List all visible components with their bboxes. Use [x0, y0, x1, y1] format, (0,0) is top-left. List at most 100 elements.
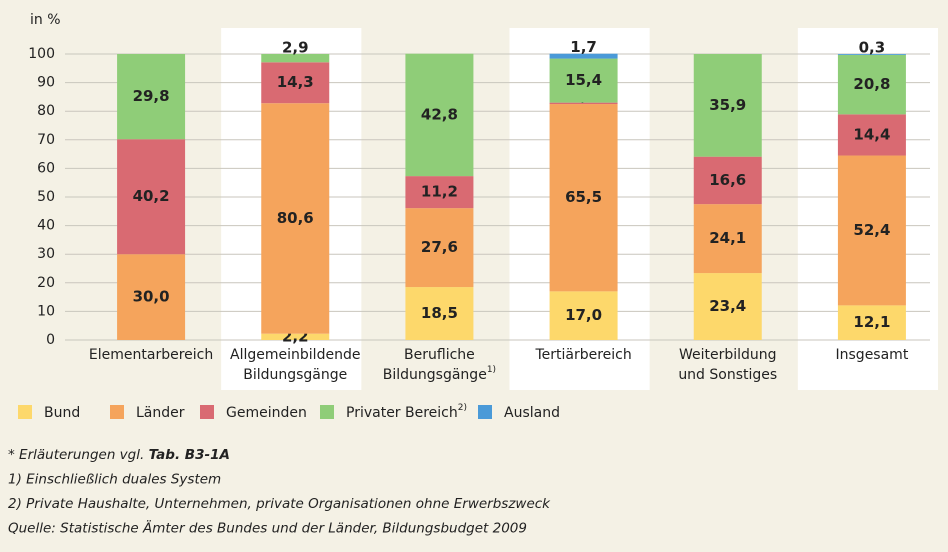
legend-note: 2) [458, 403, 467, 413]
bar-segment [837, 155, 906, 306]
footnote: Quelle: Statistische Ämter des Bundes un… [8, 519, 527, 537]
x-tick-label: Insgesamt [836, 347, 909, 363]
bar-segment [549, 291, 618, 340]
value-label: 12,1 [853, 313, 890, 331]
footnote-part: 2) Private Haushalte, Unternehmen, priva… [8, 496, 551, 512]
bar-segment [693, 273, 762, 340]
bar-segment [549, 58, 618, 103]
y-tick-label: 80 [37, 103, 55, 119]
footnote-part: 1) Einschließlich duales System [8, 472, 221, 488]
bar-segment [693, 204, 762, 274]
legend-label: Privater Bereich2) [346, 403, 467, 422]
bar-segment [837, 54, 906, 55]
value-label: 80,6 [277, 209, 314, 227]
x-tick-label: Allgemeinbildende Bildungsgänge [230, 347, 360, 383]
footnote: 1) Einschließlich duales System [8, 472, 221, 488]
value-label: 16,6 [709, 171, 746, 189]
y-tick-label: 40 [37, 218, 55, 234]
x-tick-label: Elementarbereich [89, 347, 213, 363]
y-tick-label: 90 [37, 75, 55, 91]
x-tick-label: Weiterbildung und Sonstiges [678, 347, 777, 383]
legend-swatch [478, 405, 492, 419]
x-tick-line: Bildungsgänge [243, 367, 347, 383]
bar-segment [405, 208, 474, 288]
legend-name: Privater Bereich [346, 405, 458, 421]
x-tick-label: Tertiärbereich [534, 347, 631, 363]
bar-segment [117, 54, 186, 140]
bar-segment [405, 53, 474, 177]
value-label: 27,6 [421, 238, 458, 256]
x-tick-line: Elementarbereich [89, 347, 213, 363]
bar-segment [117, 139, 186, 255]
x-tick-line: Allgemeinbildende [230, 347, 360, 363]
category-note: 1) [487, 365, 496, 375]
value-label: 2,9 [282, 39, 309, 57]
value-label: 18,5 [421, 304, 458, 322]
bar-segment [261, 333, 330, 340]
y-tick-label: 30 [37, 246, 55, 262]
legend-swatch [110, 405, 124, 419]
legend-swatch [18, 405, 32, 419]
value-label: 35,9 [709, 96, 746, 114]
value-label: 11,2 [421, 183, 458, 201]
x-tick-line: Berufliche [404, 347, 475, 363]
bar-segment [549, 104, 618, 292]
value-label: 40,2 [133, 187, 170, 205]
legend-name: Ausland [504, 405, 560, 421]
legend-label: Bund [44, 405, 80, 421]
bar-segment [405, 287, 474, 340]
legend-label: Gemeinden [226, 405, 307, 421]
bar-segment [117, 254, 186, 340]
value-label: 42,8 [421, 105, 458, 123]
bar-segment [261, 54, 330, 63]
value-label: 14,4 [853, 125, 890, 143]
value-label: 65,5 [565, 188, 602, 206]
x-tick-line: Bildungsgänge [383, 367, 487, 383]
legend-label: Länder [136, 405, 185, 421]
value-label: 29,8 [133, 87, 170, 105]
value-label: 15,4 [565, 71, 602, 89]
legend-name: Gemeinden [226, 405, 307, 421]
y-tick-label: 60 [37, 160, 55, 176]
value-label: 0,3 [859, 39, 886, 57]
y-tick-label: 50 [37, 189, 55, 205]
value-label: 1,7 [570, 38, 597, 56]
bar-segment [693, 54, 762, 157]
bar-segment [837, 305, 906, 340]
value-label: 17,0 [565, 306, 602, 324]
footnote-part: Tab. B3-1A [149, 447, 230, 463]
legend-name: Bund [44, 405, 80, 421]
x-tick-line: Tertiärbereich [534, 347, 631, 363]
value-label: 30,0 [133, 288, 170, 306]
footnote: * Erläuterungen vgl. Tab. B3-1A [8, 447, 230, 463]
x-tick-label: Berufliche Bildungsgänge1) [383, 347, 496, 383]
footnote-part: Quelle: Statistische Ämter des Bundes un… [8, 519, 527, 537]
legend-swatch [200, 405, 214, 419]
bar-segment [837, 114, 906, 156]
bar-segment [693, 156, 762, 205]
y-tick-label: 100 [28, 46, 55, 62]
y-tick-label: 10 [37, 303, 55, 319]
value-label: 24,1 [709, 229, 746, 247]
bar-segment [261, 62, 330, 104]
x-tick-line: Insgesamt [836, 347, 909, 363]
bar-segment [405, 176, 474, 209]
x-tick-line: und Sonstiges [678, 367, 777, 383]
value-label: 23,4 [709, 297, 746, 315]
bar-segment [261, 103, 330, 334]
footnote: 2) Private Haushalte, Unternehmen, priva… [8, 496, 551, 512]
bar-segment [549, 53, 618, 59]
bar-segment [837, 54, 906, 115]
x-tick-line: Weiterbildung [679, 347, 777, 363]
legend-swatch [320, 405, 334, 419]
value-label: 52,4 [853, 221, 890, 239]
legend-name: Länder [136, 405, 185, 421]
value-label: 20,8 [853, 75, 890, 93]
y-tick-label: 70 [37, 132, 55, 148]
bar-segment [549, 102, 618, 105]
y-tick-label: 0 [46, 332, 55, 348]
value-label: 14,3 [277, 73, 314, 91]
footnote-part: * Erläuterungen vgl. [8, 447, 149, 463]
y-axis-label: in % [30, 12, 61, 28]
